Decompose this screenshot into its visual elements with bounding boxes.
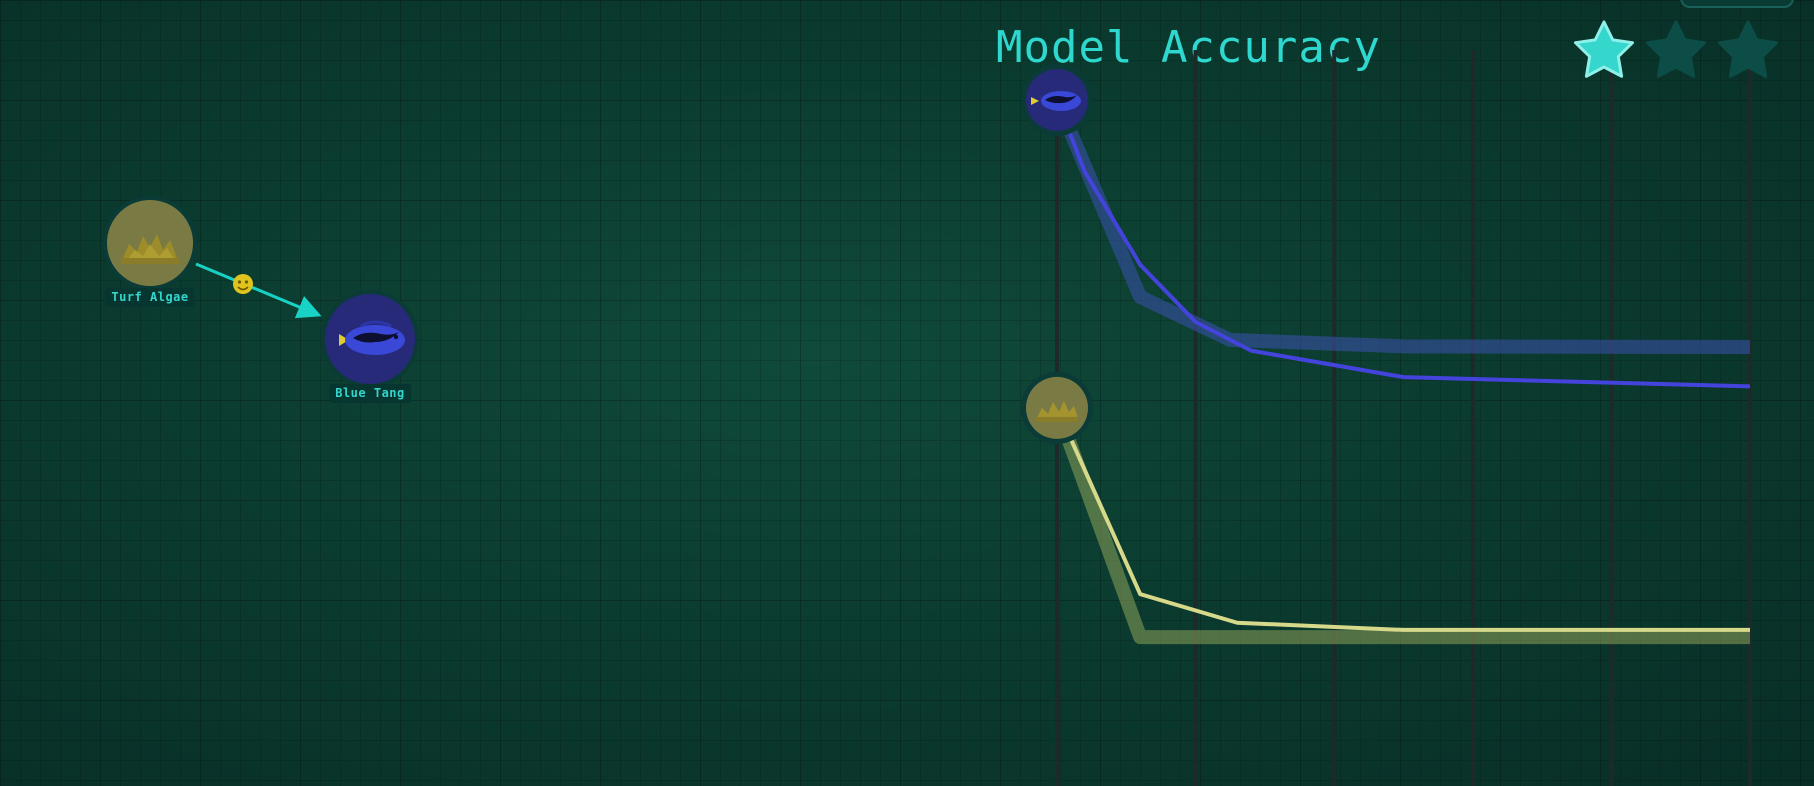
- node-label-blue-tang: Blue Tang: [329, 384, 411, 403]
- node-blue-tang[interactable]: [321, 290, 419, 388]
- smiley-icon[interactable]: [233, 274, 253, 294]
- star-icon-2-empty: [1646, 20, 1706, 78]
- series-turf-algae-target: [1050, 405, 1750, 645]
- star-icon-1-filled: [1574, 20, 1634, 78]
- star-icon-3-empty: [1718, 20, 1778, 78]
- fish-icon[interactable]: [1021, 63, 1093, 136]
- node-label-turf-algae: Turf Algae: [105, 288, 195, 307]
- algae-icon[interactable]: [1021, 371, 1093, 444]
- series-turf-algae-model: [1055, 407, 1750, 632]
- algae-icon: [107, 200, 193, 286]
- star-rating: [1574, 20, 1778, 78]
- link-turf-algae-to-blue-tang[interactable]: [195, 262, 322, 319]
- fish-icon: [325, 294, 415, 384]
- series-blue-tang-target: [1050, 97, 1751, 355]
- series-blue-tang-model: [1055, 99, 1751, 389]
